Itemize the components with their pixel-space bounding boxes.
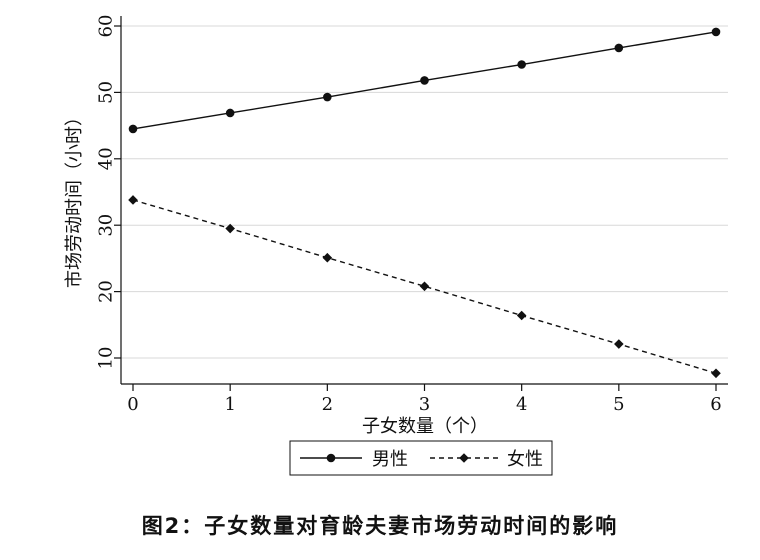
data-point xyxy=(419,281,430,292)
x-tick-label: 6 xyxy=(710,394,721,415)
y-tick-label: 40 xyxy=(95,147,116,170)
data-point xyxy=(711,368,721,379)
data-point xyxy=(225,108,235,118)
series-1 xyxy=(128,195,721,379)
y-ticks: 10 20 30 40 50 60 xyxy=(95,15,121,370)
series-0 xyxy=(128,27,721,134)
figure-caption: 图2：子女数量对育龄夫妻市场劳动时间的影响 xyxy=(141,514,619,538)
data-point xyxy=(614,339,624,349)
x-tick-label: 0 xyxy=(127,394,138,415)
x-axis-title: 子女数量（个） xyxy=(362,416,488,437)
data-point xyxy=(420,76,429,85)
legend-items xyxy=(300,453,498,463)
y-axis-title: 市场劳动时间（小时） xyxy=(64,108,85,288)
x-ticks: 0 1 2 3 4 5 6 xyxy=(127,384,722,415)
y-tick-label: 20 xyxy=(95,280,116,303)
y-tick-label: 10 xyxy=(95,347,116,370)
series-layer xyxy=(128,27,721,379)
data-point xyxy=(323,92,332,102)
x-tick-label: 3 xyxy=(419,394,430,415)
legend-label-1: 女性 xyxy=(507,449,543,470)
y-tick-label: 30 xyxy=(95,214,116,237)
legend-swatch-marker-0 xyxy=(326,453,336,463)
legend-label-0: 男性 xyxy=(372,449,408,470)
x-tick-label: 2 xyxy=(322,394,333,415)
y-tick-label: 60 xyxy=(95,15,116,38)
data-point xyxy=(516,310,527,321)
data-point xyxy=(517,60,526,69)
data-point xyxy=(225,223,235,234)
y-tick-label: 50 xyxy=(95,81,116,104)
gridlines xyxy=(121,25,728,359)
data-point xyxy=(128,124,138,134)
data-point xyxy=(322,252,333,263)
axes xyxy=(120,16,728,385)
legend-swatch-marker-1 xyxy=(459,453,469,463)
x-tick-label: 5 xyxy=(613,394,624,415)
data-point xyxy=(711,27,721,37)
data-point xyxy=(614,43,624,53)
x-tick-label: 4 xyxy=(516,394,527,415)
data-point xyxy=(128,195,138,205)
legend: 男性 女性 xyxy=(289,440,553,476)
x-tick-label: 1 xyxy=(224,394,235,415)
